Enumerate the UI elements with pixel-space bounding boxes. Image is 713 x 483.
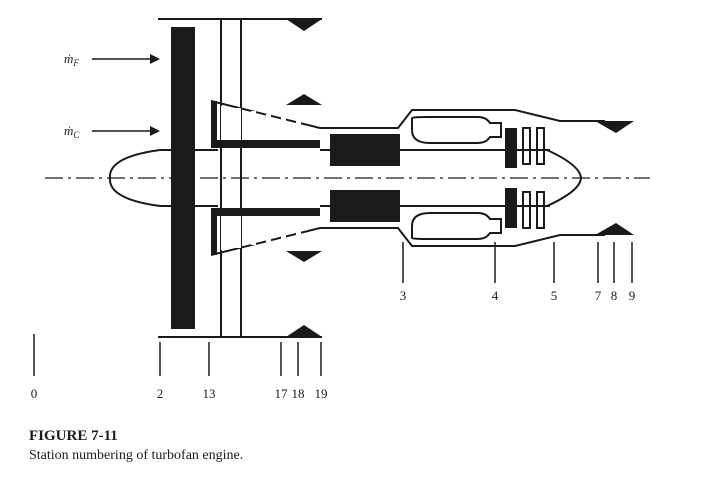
fan-inner-lip-bottom	[286, 251, 322, 262]
lpc-hub-lower	[217, 208, 320, 216]
station-3-label: 3	[400, 288, 407, 303]
fan-blade	[171, 27, 195, 329]
core-nozzle-lip-bottom	[595, 223, 634, 235]
station-18-label: 18	[292, 386, 305, 401]
hpc-lower	[330, 190, 400, 222]
figure-description: Station numbering of turbofan engine.	[29, 448, 244, 463]
station-5-label: 5	[551, 288, 558, 303]
lpc-blade-gap	[296, 216, 301, 236]
core-nozzle-lip-top	[595, 121, 634, 133]
combustor-lower	[411, 212, 502, 240]
station-2-label: 2	[157, 386, 164, 401]
lpc-blade-gap	[281, 117, 286, 140]
fan-nozzle-lip-top	[286, 19, 322, 31]
station-4-label: 4	[492, 288, 499, 303]
station-7-label: 7	[595, 288, 602, 303]
lpc-upper	[211, 101, 217, 148]
turbine-upper-2	[536, 127, 545, 165]
fan-inner-lip-top	[286, 94, 322, 105]
lpc-blade-gap	[281, 216, 286, 239]
turbofan-diagram: ṁF ṁC 0 2 13 17 18 19 3 4 5 7 8 9	[31, 18, 650, 401]
lpc-blade-gap	[251, 111, 256, 140]
lpc-blade-gap	[296, 120, 301, 140]
figure-title: FIGURE 7-11	[29, 428, 118, 444]
lpc-hub-upper	[217, 140, 320, 148]
lpc-blade-gap	[221, 216, 226, 250]
station-13-label: 13	[203, 386, 216, 401]
lpc-lower	[211, 208, 217, 255]
station-19-label: 19	[315, 386, 328, 401]
lpc-blade-gap	[266, 216, 271, 242]
lpc-blade-gap	[266, 114, 271, 140]
station-8-label: 8	[611, 288, 618, 303]
turbine-lower-2	[536, 191, 545, 229]
lpc-blade-gap	[221, 106, 226, 140]
combustor-upper	[411, 116, 502, 144]
lpc-blade-gap	[236, 108, 241, 140]
station-0-label: 0	[31, 386, 38, 401]
turbine-disk-lower	[505, 188, 517, 228]
lpc-blade-gap	[251, 216, 256, 245]
hpc-upper	[330, 134, 400, 166]
turbine-disk-upper	[505, 128, 517, 168]
core-flow-arrow-head	[150, 126, 160, 136]
core-cowl-lower	[210, 227, 605, 256]
turbine-lower-1	[522, 191, 531, 229]
station-17-label: 17	[275, 386, 289, 401]
turbine-upper-1	[522, 127, 531, 165]
lpc-blade-gap	[236, 216, 241, 248]
fan-mass-flow-label: ṁF	[64, 51, 79, 68]
fan-flow-arrow-head	[150, 54, 160, 64]
core-mass-flow-label: ṁC	[64, 123, 80, 140]
fan-nozzle-lip-bottom	[286, 325, 322, 337]
station-9-label: 9	[629, 288, 636, 303]
core-cowl-upper	[210, 100, 605, 129]
figure-caption: FIGURE 7-11 Station numbering of turbofa…	[29, 428, 243, 464]
